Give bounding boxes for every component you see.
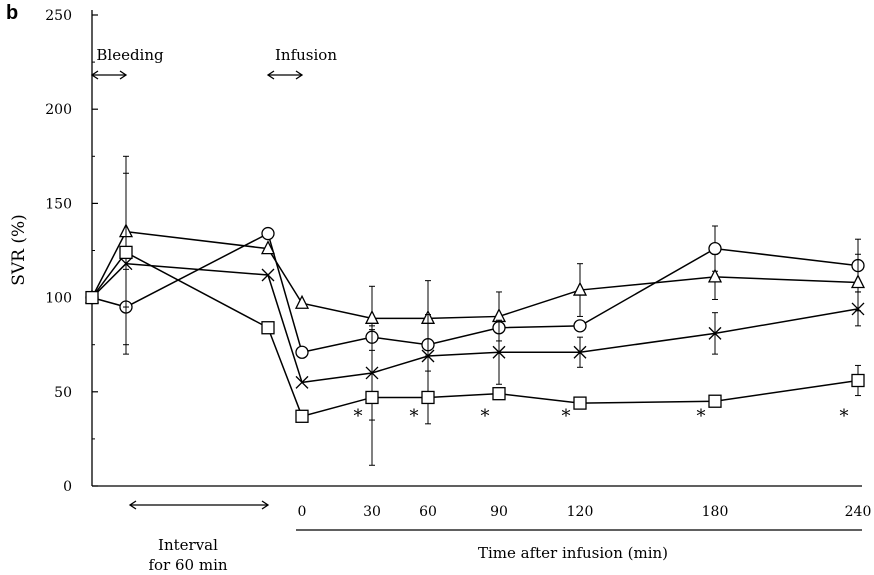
- panel-label: b: [6, 2, 19, 24]
- y-tick-label: 100: [45, 291, 72, 307]
- significance-marker: *: [481, 406, 490, 427]
- marker-circle: [261, 226, 275, 241]
- marker-cross: [573, 345, 587, 359]
- marker-circle: [708, 241, 722, 256]
- x-tick-label: 0: [298, 504, 307, 520]
- x-tick-label: 240: [845, 504, 872, 520]
- marker-triangle: [260, 240, 276, 255]
- y-axis-label: SVR (%): [9, 214, 29, 286]
- marker-square: [573, 396, 587, 410]
- interval-label-line1: Interval: [158, 536, 218, 554]
- interval-label-line2: for 60 min: [148, 556, 227, 574]
- marker-square: [261, 321, 275, 335]
- marker-square: [708, 394, 722, 408]
- marker-cross: [295, 375, 309, 389]
- interval-arrow: [128, 500, 270, 510]
- series-line-triangle: [91, 230, 859, 320]
- marker-square: [119, 245, 133, 260]
- infusion-label: Infusion: [275, 46, 337, 64]
- marker-square: [365, 390, 379, 405]
- marker-cross: [851, 302, 865, 316]
- x-tick-label: 30: [363, 504, 381, 520]
- bleeding-label: Bleeding: [96, 46, 164, 64]
- marker-triangle: [850, 274, 866, 289]
- marker-square: [492, 387, 506, 401]
- marker-triangle: [572, 281, 588, 296]
- marker-cross: [261, 268, 275, 282]
- marker-triangle: [294, 294, 310, 309]
- marker-cross: [119, 257, 133, 271]
- marker-cross: [492, 345, 506, 359]
- significance-marker: *: [840, 406, 849, 427]
- x-tick-label: 90: [490, 504, 508, 520]
- y-tick-label: 250: [45, 8, 72, 24]
- marker-square: [85, 290, 99, 305]
- marker-square: [421, 390, 435, 405]
- series-line-square: [91, 251, 859, 418]
- marker-cross: [708, 326, 722, 340]
- x-tick-label: 120: [567, 504, 594, 520]
- x-tick-label: 60: [419, 504, 437, 520]
- y-tick-label: 150: [45, 196, 72, 212]
- significance-marker: *: [697, 406, 706, 427]
- infusion-arrow: [266, 70, 304, 80]
- significance-marker: *: [562, 406, 571, 427]
- marker-cross: [421, 349, 435, 363]
- significance-marker: *: [354, 406, 363, 427]
- y-tick-label: 0: [63, 479, 72, 495]
- marker-triangle: [364, 309, 380, 324]
- marker-triangle: [707, 268, 723, 283]
- bleeding-arrow: [90, 70, 128, 80]
- x-axis-label: Time after infusion (min): [478, 544, 668, 562]
- marker-square: [295, 409, 309, 423]
- x-tick-label: 180: [702, 504, 729, 520]
- significance-marker: *: [410, 406, 419, 427]
- series-line-circle: [91, 232, 859, 354]
- marker-circle: [573, 319, 587, 333]
- marker-circle: [295, 345, 309, 359]
- marker-square: [851, 373, 865, 388]
- y-tick-label: 50: [54, 385, 72, 401]
- y-tick-label: 200: [45, 102, 72, 118]
- series-line-cross: [91, 262, 859, 384]
